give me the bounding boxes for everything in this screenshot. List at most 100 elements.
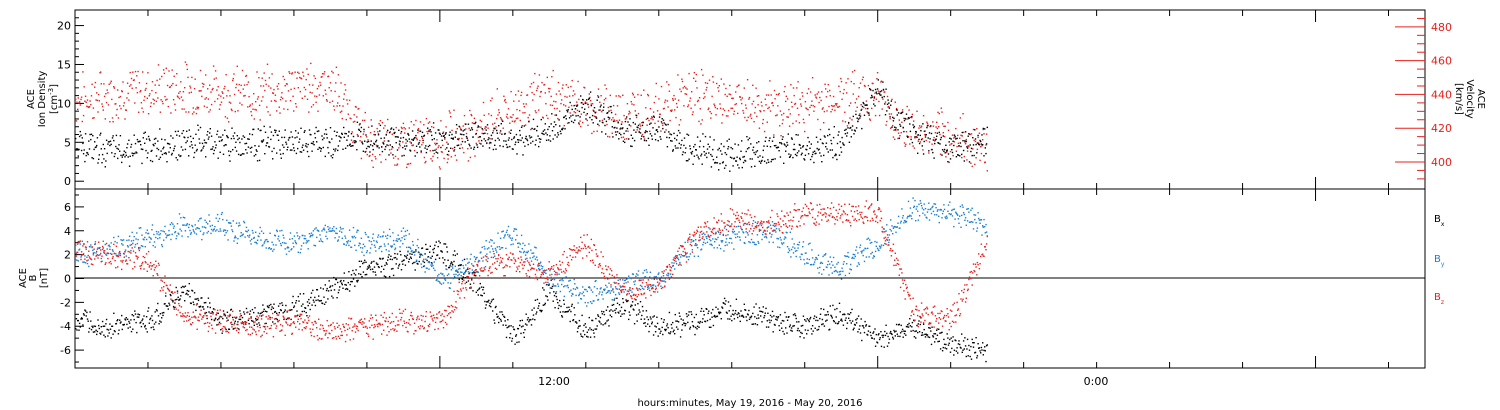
data-point <box>939 348 942 350</box>
data-point <box>551 287 553 289</box>
data-point <box>704 82 707 84</box>
data-point <box>811 153 814 156</box>
data-point <box>147 232 150 235</box>
data-point <box>314 296 316 299</box>
data-point <box>702 310 705 312</box>
data-point <box>697 321 699 323</box>
data-point <box>649 133 652 135</box>
data-point <box>534 110 537 112</box>
data-point <box>406 145 408 147</box>
data-point <box>461 133 463 136</box>
data-point <box>245 230 247 232</box>
data-point <box>321 241 324 243</box>
data-point <box>339 140 341 142</box>
data-point <box>78 148 80 151</box>
data-point <box>226 95 228 97</box>
data-point <box>169 293 171 296</box>
data-point <box>313 244 315 247</box>
data-point <box>490 100 492 102</box>
data-point <box>626 103 629 105</box>
data-point <box>813 317 815 320</box>
data-point <box>105 93 107 95</box>
data-point <box>166 234 169 236</box>
data-point <box>192 301 194 303</box>
data-point <box>96 137 99 139</box>
data-point <box>888 102 890 104</box>
data-point <box>335 82 337 84</box>
data-point <box>938 340 940 342</box>
data-point <box>796 329 799 332</box>
data-point <box>296 136 298 138</box>
data-point <box>321 138 324 141</box>
data-point <box>614 131 617 133</box>
data-point <box>302 303 304 305</box>
data-point <box>349 283 351 286</box>
data-point <box>429 261 431 264</box>
data-point <box>920 130 922 132</box>
data-point <box>385 235 387 237</box>
data-point <box>848 141 851 143</box>
data-point <box>913 126 915 129</box>
data-point <box>162 102 164 105</box>
data-point <box>891 98 893 101</box>
data-point <box>409 162 412 165</box>
data-point <box>744 104 747 106</box>
data-point <box>772 158 774 161</box>
data-point <box>986 344 988 346</box>
data-point <box>857 118 860 120</box>
data-point <box>444 136 446 139</box>
data-point <box>155 321 157 323</box>
data-point <box>884 114 887 116</box>
data-point <box>897 132 900 134</box>
data-point <box>914 137 916 139</box>
data-point <box>962 349 964 351</box>
data-point <box>620 306 623 309</box>
data-point <box>648 330 650 333</box>
data-point <box>97 319 99 321</box>
data-point <box>882 334 885 337</box>
data-point <box>247 81 250 83</box>
data-point <box>195 233 198 235</box>
data-point <box>279 153 282 155</box>
data-point <box>94 241 97 243</box>
data-point <box>699 108 701 110</box>
data-point <box>838 105 841 108</box>
data-point <box>431 262 433 264</box>
data-point <box>504 234 506 236</box>
data-point <box>265 247 267 249</box>
data-point <box>843 144 845 146</box>
data-point <box>616 105 619 107</box>
data-point <box>337 149 339 152</box>
data-point <box>985 144 987 146</box>
data-point <box>481 128 483 130</box>
data-point <box>352 237 354 239</box>
data-point <box>237 238 239 240</box>
data-point <box>272 307 275 309</box>
data-point <box>428 130 430 133</box>
data-point <box>801 332 803 335</box>
data-point <box>233 137 235 140</box>
data-point <box>958 145 960 147</box>
data-point <box>164 139 166 141</box>
data-point <box>84 100 86 102</box>
data-point <box>185 111 187 113</box>
data-point <box>566 111 569 113</box>
data-point <box>726 140 728 142</box>
data-point <box>434 132 437 134</box>
data-point <box>91 157 93 159</box>
data-point <box>823 110 826 113</box>
data-point <box>878 114 881 117</box>
data-point <box>502 127 504 129</box>
data-point <box>249 133 251 135</box>
data-point <box>773 136 775 138</box>
data-point <box>78 102 80 104</box>
data-point <box>178 92 180 94</box>
data-point <box>137 313 139 315</box>
data-point <box>316 130 319 133</box>
data-point <box>272 250 274 252</box>
data-point <box>337 145 340 147</box>
data-point <box>776 319 778 321</box>
data-point <box>874 328 876 330</box>
data-point <box>671 140 673 142</box>
data-point <box>555 295 558 298</box>
